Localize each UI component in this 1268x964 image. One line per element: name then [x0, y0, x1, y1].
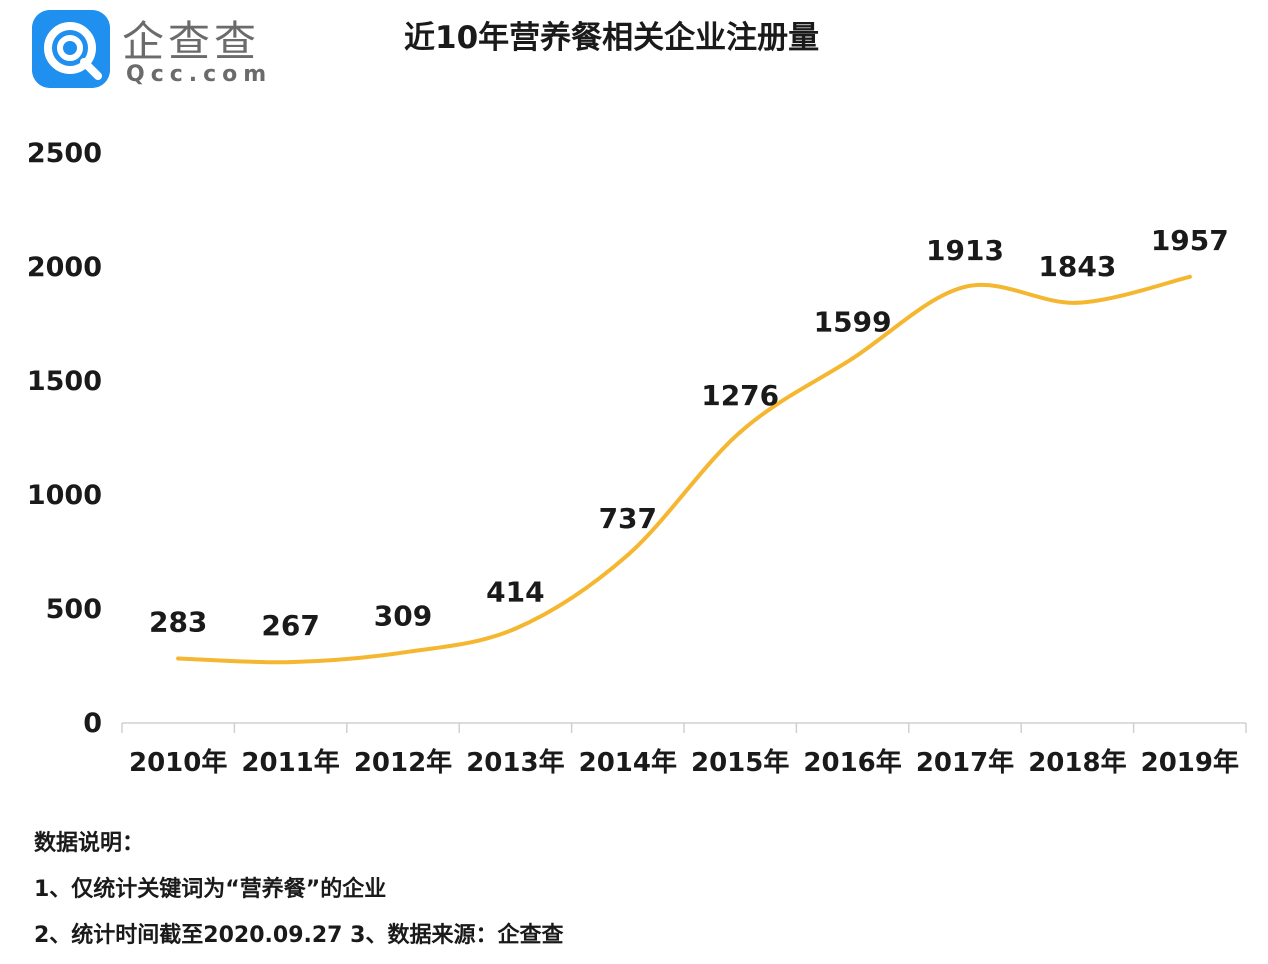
x-tick-label: 2011年: [241, 747, 339, 778]
chart-title: 近10年营养餐相关企业注册量: [404, 20, 820, 56]
y-tick-label: 1500: [27, 366, 102, 397]
y-tick-label: 2000: [27, 252, 102, 283]
x-tick-label: 2012年: [354, 747, 452, 778]
x-tick-label: 2016年: [803, 747, 901, 778]
x-tick-label: 2013年: [466, 747, 564, 778]
series-line: [176, 274, 1192, 665]
data-notes: 数据说明： 1、仅统计关键词为“营养餐”的企业 2、统计时间截至2020.09.…: [34, 826, 563, 964]
x-tick-label: 2010年: [129, 747, 227, 778]
data-label: 1843: [1038, 250, 1116, 283]
data-label: 267: [261, 609, 319, 642]
data-point: [401, 650, 405, 655]
data-point: [1187, 274, 1192, 279]
y-tick-label: 0: [83, 708, 102, 739]
data-point: [176, 656, 181, 661]
x-tick-label: 2018年: [1028, 747, 1126, 778]
x-tick-label: 2014年: [579, 747, 677, 778]
data-label: 309: [374, 600, 432, 633]
data-point: [963, 284, 967, 289]
data-label: 1276: [701, 379, 779, 412]
qcc-logo: 企查查 Qcc.com: [32, 8, 272, 92]
data-point: [288, 660, 293, 665]
logo-name: 企查查: [122, 17, 261, 66]
notes-line-2: 2、统计时间截至2020.09.27 3、数据来源：企查查: [34, 923, 564, 948]
data-label: 1957: [1151, 224, 1229, 257]
qcc-logo-icon: [32, 10, 110, 88]
y-tick-label: 500: [46, 594, 102, 625]
x-tick-label: 2015年: [691, 747, 789, 778]
x-tick-label: 2019年: [1141, 747, 1239, 778]
y-tick-label: 2500: [27, 138, 102, 169]
line-chart: 0 500 1000 1500 2000 2500 2010年 2011年 2012年 2013年…: [27, 138, 1247, 778]
data-point: [1075, 300, 1080, 305]
data-point: [625, 552, 630, 557]
data-point: [513, 626, 518, 631]
x-tick-label: 2017年: [916, 747, 1014, 778]
logo-domain: Qcc.com: [126, 62, 273, 87]
notes-line-1: 1、仅统计关键词为“营养餐”的企业: [34, 877, 387, 902]
data-label: 1913: [926, 234, 1004, 267]
data-label: 283: [149, 605, 207, 638]
data-label: 414: [486, 576, 544, 609]
data-label: 737: [599, 502, 657, 535]
notes-heading: 数据说明：: [34, 831, 145, 856]
data-label: 1599: [814, 305, 892, 338]
y-tick-label: 1000: [27, 480, 102, 511]
data-point: [850, 356, 855, 361]
data-point: [738, 430, 743, 435]
